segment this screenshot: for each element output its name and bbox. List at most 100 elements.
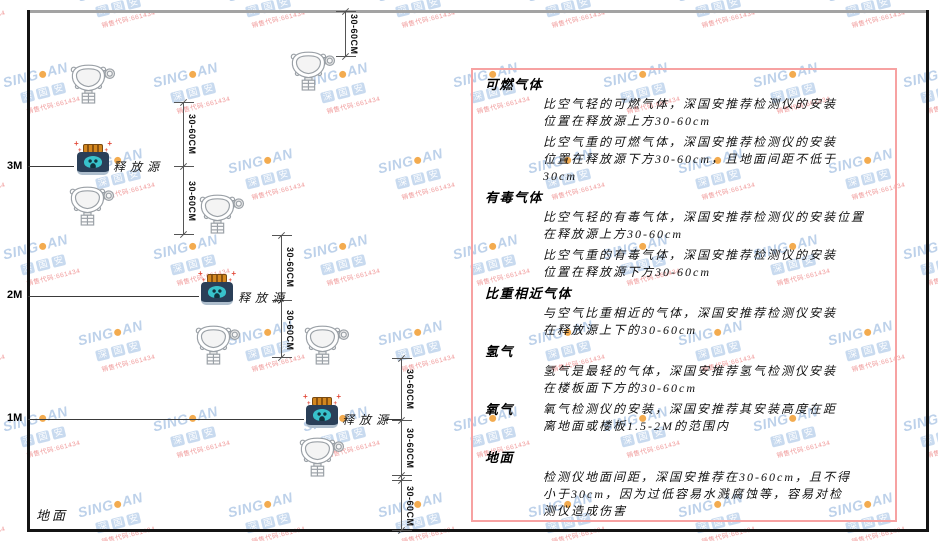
gas-detector-icon: [290, 51, 336, 91]
section-paragraph: 与空气比重相近的气体，深国安推荐检测仪安装 在释放源上下的30-60cm: [543, 305, 883, 339]
text-line: 氢气是最轻的气体，深国安推荐氢气检测仪安装: [543, 364, 838, 378]
gas-detector-icon: [195, 325, 241, 365]
height-label-3m: 3M: [7, 160, 23, 172]
gas-detector-icon: [199, 194, 245, 234]
watermark-sales-code: 销售代码:661434: [701, 9, 757, 30]
panel-section: 氧气 氧气检测仪的安装，深国安推荐其安装高度在距 离地面或楼板1.5-2M的范围内: [485, 401, 883, 439]
section-heading: 氢气: [485, 344, 515, 359]
panel-section: 比重相近气体与空气比重相近的气体，深国安推荐检测仪安装 在释放源上下的30-60c…: [485, 285, 883, 339]
text-line: 小于30cm，因为过低容易水溅腐蚀等，容易对检: [543, 487, 843, 501]
dimension-label: 30-60CM: [349, 13, 359, 55]
release-source-body: [77, 152, 109, 175]
watermark-sales-code: 销售代码:661434: [26, 267, 82, 288]
watermark-company: 深国安: [169, 237, 267, 278]
section-heading: 有毒气体: [485, 190, 544, 205]
watermark-sales-code: 销售代码:661434: [251, 9, 307, 30]
release-source-label: 释放源: [113, 160, 165, 174]
watermark-sales-code: 销售代码:661434: [101, 525, 157, 541]
watermark-company: 深国安: [0, 323, 41, 364]
section-paragraph: 检测仪地面间距，深国安推荐在30-60cm，且不得 小于30cm，因为过低容易水溅…: [543, 469, 883, 520]
watermark-dot-icon: [413, 156, 423, 165]
release-source-label: 释放源: [238, 291, 290, 305]
watermark-dot-icon: [38, 242, 48, 251]
watermark-dot-icon: [413, 328, 423, 337]
ground-label: 地面: [36, 508, 69, 523]
dimension-label: 30-60CM: [187, 181, 197, 222]
watermark-dot-icon: [113, 328, 123, 337]
watermark-sales-code: 销售代码:661434: [101, 9, 157, 30]
watermark-dot-icon: [338, 70, 348, 79]
section-body: 比空气轻的可燃气体，深国安推荐检测仪的安装 位置在释放源上方30-60cm 比空气重…: [485, 96, 883, 185]
section-paragraph: 比空气重的有毒气体，深国安推荐检测仪的安装 位置在释放源下方30-60cm: [543, 247, 883, 281]
watermark-dot-icon: [188, 70, 198, 79]
text-line: 在释放源上下的30-60cm: [543, 323, 697, 337]
height-label-2m: 2M: [7, 289, 23, 301]
panel-section: 氢气氢气是最轻的气体，深国安推荐氢气检测仪安装 在楼板面下方的30-60cm: [485, 343, 883, 397]
watermark-sales-code: 销售代码:661434: [251, 181, 307, 202]
text-line: 在释放源上方30-60cm: [543, 227, 683, 241]
section-paragraph: 氧气检测仪的安装，深国安推荐其安装高度在距 离地面或楼板1.5-2M的范围内: [543, 401, 837, 435]
watermark-company: 深国安: [19, 237, 117, 278]
section-body: 比空气轻的有毒气体，深国安推荐检测仪的安装位置 在释放源上方30-60cm 比空气重…: [485, 209, 883, 281]
section-heading: 地面: [485, 450, 515, 465]
watermark-sales-code: 销售代码:661434: [551, 9, 607, 30]
dimension-line-1m: 30-60CM 30-60CM 30-60CM: [392, 358, 415, 531]
section-body: 氧气检测仪的安装，深国安推荐其安装高度在距 离地面或楼板1.5-2M的范围内: [543, 401, 837, 439]
panel-section: 地面检测仪地面间距，深国安推荐在30-60cm，且不得 小于30cm，因为过低容易…: [485, 449, 883, 520]
section-heading: 可燃气体: [485, 77, 544, 92]
right-wall-line: [926, 10, 929, 531]
text-line: 氧气检测仪的安装，深国安推荐其安装高度在距: [543, 402, 838, 416]
watermark-company: 深国安: [319, 237, 417, 278]
text-line: 位置在释放源下方30-60cm，且地面间距不低于: [543, 152, 837, 166]
dimension-line-2m: 30-60CM 30-60CM: [272, 235, 295, 358]
dimension-label: 30-60CM: [285, 246, 295, 288]
level-line-3m: [28, 166, 74, 167]
dimension-label: 30-60CM: [405, 368, 415, 410]
watermark-sales-code: 销售代码:661434: [26, 439, 82, 460]
text-line: 30cm: [543, 169, 577, 183]
watermark-sales-code: 销售代码:661434: [251, 525, 307, 541]
height-label-1m: 1M: [7, 412, 23, 424]
gas-detector-icon: [304, 325, 350, 365]
dimension-label: 30-60CM: [285, 309, 295, 351]
watermark-company: 深国安: [169, 409, 267, 450]
release-source-icon: + + + +: [303, 393, 341, 431]
section-body: 检测仪地面间距，深国安推荐在30-60cm，且不得 小于30cm，因为过低容易水溅…: [485, 469, 883, 520]
level-line-2m: [28, 296, 199, 297]
watermark-company: 深国安: [244, 151, 342, 192]
release-source-icon: + + + +: [74, 140, 112, 178]
section-paragraph: 氢气是最轻的气体，深国安推荐氢气检测仪安装 在楼板面下方的30-60cm: [543, 363, 883, 397]
text-line: 检测仪地面间距，深国安推荐在30-60cm，且不得: [543, 470, 851, 484]
text-line: 测仪造成伤害: [543, 504, 628, 518]
section-heading: 比重相近气体: [485, 286, 573, 301]
release-source-body: [201, 282, 233, 305]
watermark-company: 深国安: [19, 409, 117, 450]
installation-notes-panel: 可燃气体比空气轻的可燃气体，深国安推荐检测仪的安装 位置在释放源上方30-60cm…: [471, 68, 897, 522]
text-line: 比空气轻的可燃气体，深国安推荐检测仪的安装: [543, 97, 838, 111]
release-source-face: [313, 409, 331, 421]
